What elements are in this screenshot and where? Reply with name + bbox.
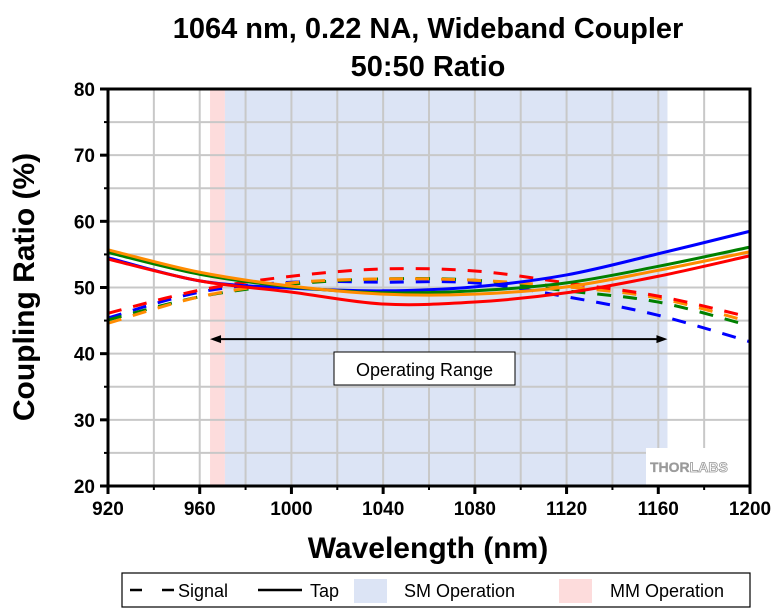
legend-item-tap: Tap	[258, 581, 339, 601]
chart-subtitle: 50:50 Ratio	[351, 51, 506, 83]
legend-label-sm: SM Operation	[404, 581, 515, 601]
arrow-head-right	[656, 335, 668, 344]
series-signal-orange	[107, 277, 751, 325]
x-tick-label: 1200	[729, 499, 771, 520]
x-tick-label: 1000	[270, 499, 312, 520]
legend-label-tap: Tap	[310, 581, 339, 601]
y-tick-label: 20	[74, 477, 95, 498]
series-tap-red	[107, 254, 751, 307]
watermark-background	[646, 448, 750, 486]
legend-label-signal: Signal	[178, 581, 228, 601]
x-tick-label: 1080	[454, 499, 496, 520]
series-signal-blue	[107, 279, 751, 344]
operating-range-annotation: Operating Range	[210, 335, 668, 386]
legend-item-sm-operation: SM Operation	[354, 579, 515, 603]
y-axis-label: Coupling Ratio (%)	[8, 153, 41, 421]
x-tick-label: 1160	[638, 499, 679, 520]
operating-range-label-box	[333, 351, 516, 386]
x-tick-label: 920	[92, 499, 124, 520]
y-tick-label: 60	[74, 212, 95, 233]
series-signal-red	[107, 267, 751, 319]
watermark-part1: THOR	[650, 459, 690, 475]
x-tick-label: 1120	[546, 499, 587, 520]
operating-range-label: Operating Range	[356, 360, 493, 380]
x-tick-label: 1040	[362, 499, 404, 520]
y-tick-label: 30	[74, 411, 95, 432]
y-tick-label: 80	[74, 80, 95, 101]
legend-item-mm-operation: MM Operation	[559, 579, 724, 603]
legend-swatch-sm	[354, 579, 387, 603]
tick-labels: 920 960 1000 1040 1080 1120 1160 1200 20 30 40 50 60…	[74, 80, 771, 520]
x-tick-label: 960	[184, 499, 216, 520]
legend: Signal Tap SM Operation MM Operation	[121, 572, 751, 608]
series-lines	[107, 229, 751, 344]
axes	[100, 87, 752, 494]
chart-title: 1064 nm, 0.22 NA, Wideband Coupler	[173, 13, 684, 45]
legend-label-mm: MM Operation	[610, 581, 724, 601]
y-tick-label: 50	[74, 279, 95, 300]
legend-swatch-mm	[559, 579, 592, 603]
x-axis-label: Wavelength (nm)	[308, 532, 549, 565]
watermark-logo: THORLABS	[650, 459, 728, 475]
legend-box	[121, 572, 751, 608]
watermark-part2: LABS	[690, 459, 728, 475]
legend-item-signal: Signal	[130, 581, 228, 601]
thorlabs-watermark: THORLABS	[646, 448, 750, 486]
series-tap-orange	[107, 248, 751, 297]
y-tick-label: 70	[74, 146, 95, 167]
arrow-head-left	[210, 335, 222, 344]
y-tick-label: 40	[74, 345, 95, 366]
series-tap-green	[107, 245, 751, 295]
